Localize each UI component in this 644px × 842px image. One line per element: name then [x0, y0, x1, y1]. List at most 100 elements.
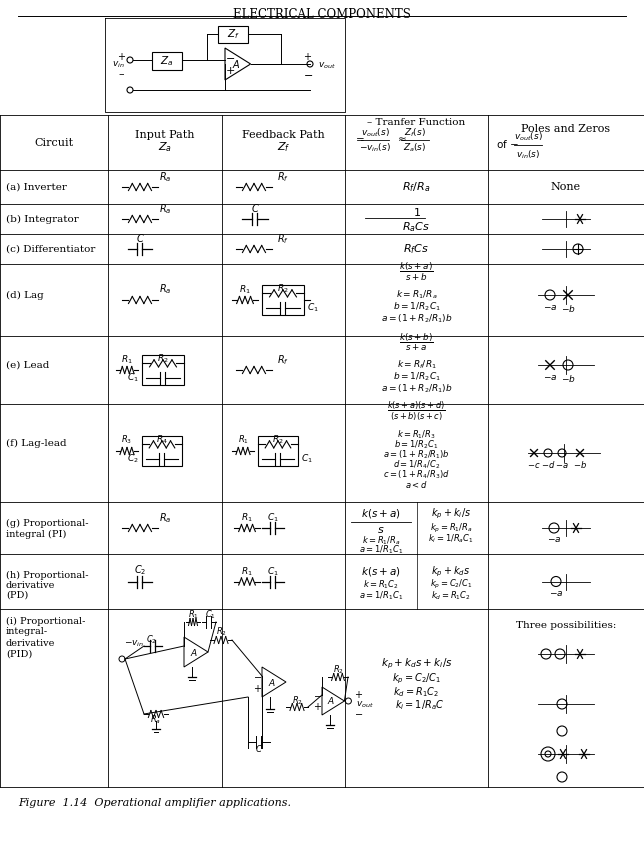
Text: ELECTRICAL COMPONENTS: ELECTRICAL COMPONENTS — [233, 8, 411, 21]
Text: $b = 1/R_2C_1$: $b = 1/R_2C_1$ — [394, 439, 439, 451]
Text: $-a$: $-a$ — [543, 374, 557, 382]
Text: Input Path: Input Path — [135, 131, 194, 141]
Bar — [258, 436, 298, 466]
Text: None: None — [551, 182, 581, 192]
Text: (PID): (PID) — [6, 649, 32, 658]
Text: $v_{out}(s)$: $v_{out}(s)$ — [361, 126, 390, 139]
Text: $R_a$: $R_a$ — [159, 170, 171, 184]
Text: $-b$: $-b$ — [560, 372, 575, 383]
Text: $k(s+a)$: $k(s+a)$ — [361, 565, 401, 578]
Text: (a) Inverter: (a) Inverter — [6, 183, 67, 191]
Bar — [262, 285, 304, 315]
Text: (e) Lead: (e) Lead — [6, 360, 50, 370]
Text: $-$: $-$ — [303, 69, 313, 79]
Text: $Z_a$: $Z_a$ — [158, 141, 172, 154]
Text: Circuit: Circuit — [34, 137, 73, 147]
Text: $-$: $-$ — [314, 690, 323, 700]
Text: $+$: $+$ — [314, 701, 323, 712]
Text: $-v_{in}$: $-v_{in}$ — [124, 639, 144, 649]
Text: (d) Lag: (d) Lag — [6, 290, 44, 300]
Text: $R_1$: $R_1$ — [187, 609, 198, 621]
Text: $+$: $+$ — [225, 65, 235, 76]
Text: $C_1$: $C_1$ — [267, 565, 279, 578]
Text: $R_a$: $R_a$ — [159, 282, 171, 296]
Text: $-v_{in}(s)$: $-v_{in}(s)$ — [359, 141, 391, 154]
Bar — [142, 355, 184, 385]
Text: $-$: $-$ — [354, 708, 363, 718]
Text: $C_1$: $C_1$ — [267, 512, 279, 525]
Text: $k_p + k_ds + k_i/s$: $k_p + k_ds + k_i/s$ — [381, 657, 452, 671]
Text: $1$: $1$ — [413, 206, 421, 218]
Text: $C$: $C$ — [251, 202, 260, 214]
Text: $A$: $A$ — [232, 58, 240, 70]
Text: $\frac{k(s+a)(s+d)}{(s+b)(s+c)}$: $\frac{k(s+a)(s+d)}{(s+b)(s+c)}$ — [387, 399, 446, 423]
Text: $R_4$: $R_4$ — [156, 434, 168, 446]
Text: $k = R_1C_2$: $k = R_1C_2$ — [363, 578, 399, 591]
Text: $v_{out}(s)$: $v_{out}(s)$ — [513, 131, 542, 143]
Text: $c = (1+R_4/R_3)d$: $c = (1+R_4/R_3)d$ — [383, 469, 450, 482]
Text: $C_1$: $C_1$ — [128, 371, 139, 384]
Text: $R_f/R_a$: $R_f/R_a$ — [402, 180, 431, 194]
Text: $+$: $+$ — [117, 51, 126, 62]
Text: – Tranfer Function: – Tranfer Function — [367, 118, 466, 127]
Text: $a = (1+R_2/R_1)b$: $a = (1+R_2/R_1)b$ — [381, 312, 452, 325]
Text: $\frac{k(s+b)}{s+a}$: $\frac{k(s+b)}{s+a}$ — [399, 332, 434, 353]
Text: $R_a$: $R_a$ — [151, 714, 162, 727]
Text: $R_f$: $R_f$ — [278, 353, 290, 367]
Text: (g) Proportional-: (g) Proportional- — [6, 519, 88, 528]
Text: integral (PI): integral (PI) — [6, 530, 66, 539]
Text: $-a$: $-a$ — [555, 461, 569, 470]
Text: $+$: $+$ — [303, 51, 312, 61]
Text: $s$: $s$ — [377, 525, 384, 535]
Text: $-b$: $-b$ — [573, 460, 587, 471]
Text: $a = (1+R_2/R_1)b$: $a = (1+R_2/R_1)b$ — [381, 383, 452, 395]
Text: $R_f$: $R_f$ — [278, 170, 290, 184]
Text: $R_1$: $R_1$ — [241, 512, 253, 525]
Text: $C$: $C$ — [136, 232, 144, 244]
Text: Poles and Zeros: Poles and Zeros — [522, 124, 611, 134]
Text: $R_f Cs$: $R_f Cs$ — [403, 242, 430, 256]
Text: $k = R_f/R_1$: $k = R_f/R_1$ — [397, 359, 437, 371]
Text: $v_{in}$: $v_{in}$ — [111, 60, 124, 70]
Text: $a < d$: $a < d$ — [405, 479, 428, 491]
Text: $Z_f$: $Z_f$ — [227, 28, 240, 41]
Text: $v_{out}$: $v_{out}$ — [318, 61, 336, 72]
Text: $k = R_1/R_a$: $k = R_1/R_a$ — [361, 535, 401, 547]
Text: $R_1$: $R_1$ — [238, 434, 249, 446]
Text: $k_p = R_1/R_a$: $k_p = R_1/R_a$ — [430, 521, 473, 535]
Text: $+$: $+$ — [354, 690, 363, 701]
Text: $R_a Cs$: $R_a Cs$ — [402, 220, 431, 234]
Text: $C_1$: $C_1$ — [307, 301, 319, 314]
Text: $A$: $A$ — [190, 647, 198, 658]
Text: $Z_a(s)$: $Z_a(s)$ — [403, 141, 427, 154]
Text: $-d$: $-d$ — [541, 460, 555, 471]
Text: (f) Lag-lead: (f) Lag-lead — [6, 439, 66, 448]
Text: $k(s+a)$: $k(s+a)$ — [361, 508, 401, 520]
Text: $-$: $-$ — [254, 671, 263, 681]
Text: derivative: derivative — [6, 638, 55, 647]
Text: $k_d = R_1C_2$: $k_d = R_1C_2$ — [431, 589, 471, 602]
Text: $R_2$: $R_2$ — [272, 434, 284, 446]
Text: $Z_f(s)$: $Z_f(s)$ — [404, 126, 426, 139]
Text: $k_i = 1/R_aC_1$: $k_i = 1/R_aC_1$ — [428, 533, 474, 546]
Text: $R_2$: $R_2$ — [216, 626, 227, 638]
Text: Feedback Path: Feedback Path — [242, 131, 325, 141]
Text: (c) Differentiator: (c) Differentiator — [6, 244, 95, 253]
Text: $R_1$: $R_1$ — [241, 565, 253, 578]
Text: $R_a$: $R_a$ — [159, 511, 171, 525]
Text: $k_d = R_1C_2$: $k_d = R_1C_2$ — [393, 685, 439, 699]
Text: $R_3$: $R_3$ — [122, 434, 133, 446]
Text: $k = R_1/R_a$: $k = R_1/R_a$ — [395, 289, 437, 301]
Text: $k_p = C_2/C_1$: $k_p = C_2/C_1$ — [392, 672, 441, 686]
Text: $-$: $-$ — [225, 52, 235, 62]
Text: $R_2$: $R_2$ — [332, 663, 343, 676]
Text: $-a$: $-a$ — [547, 536, 561, 545]
Text: $C$: $C$ — [255, 743, 263, 754]
Text: $d = 1/R_4/C_2$: $d = 1/R_4/C_2$ — [393, 459, 440, 472]
Text: $Z_a$: $Z_a$ — [160, 54, 174, 68]
Bar — [142, 436, 182, 466]
Text: $k_p + k_ds$: $k_p + k_ds$ — [431, 564, 471, 578]
Text: of $-$: of $-$ — [496, 138, 519, 151]
Text: $+$: $+$ — [254, 683, 263, 694]
Text: $R_2$: $R_2$ — [277, 283, 289, 296]
